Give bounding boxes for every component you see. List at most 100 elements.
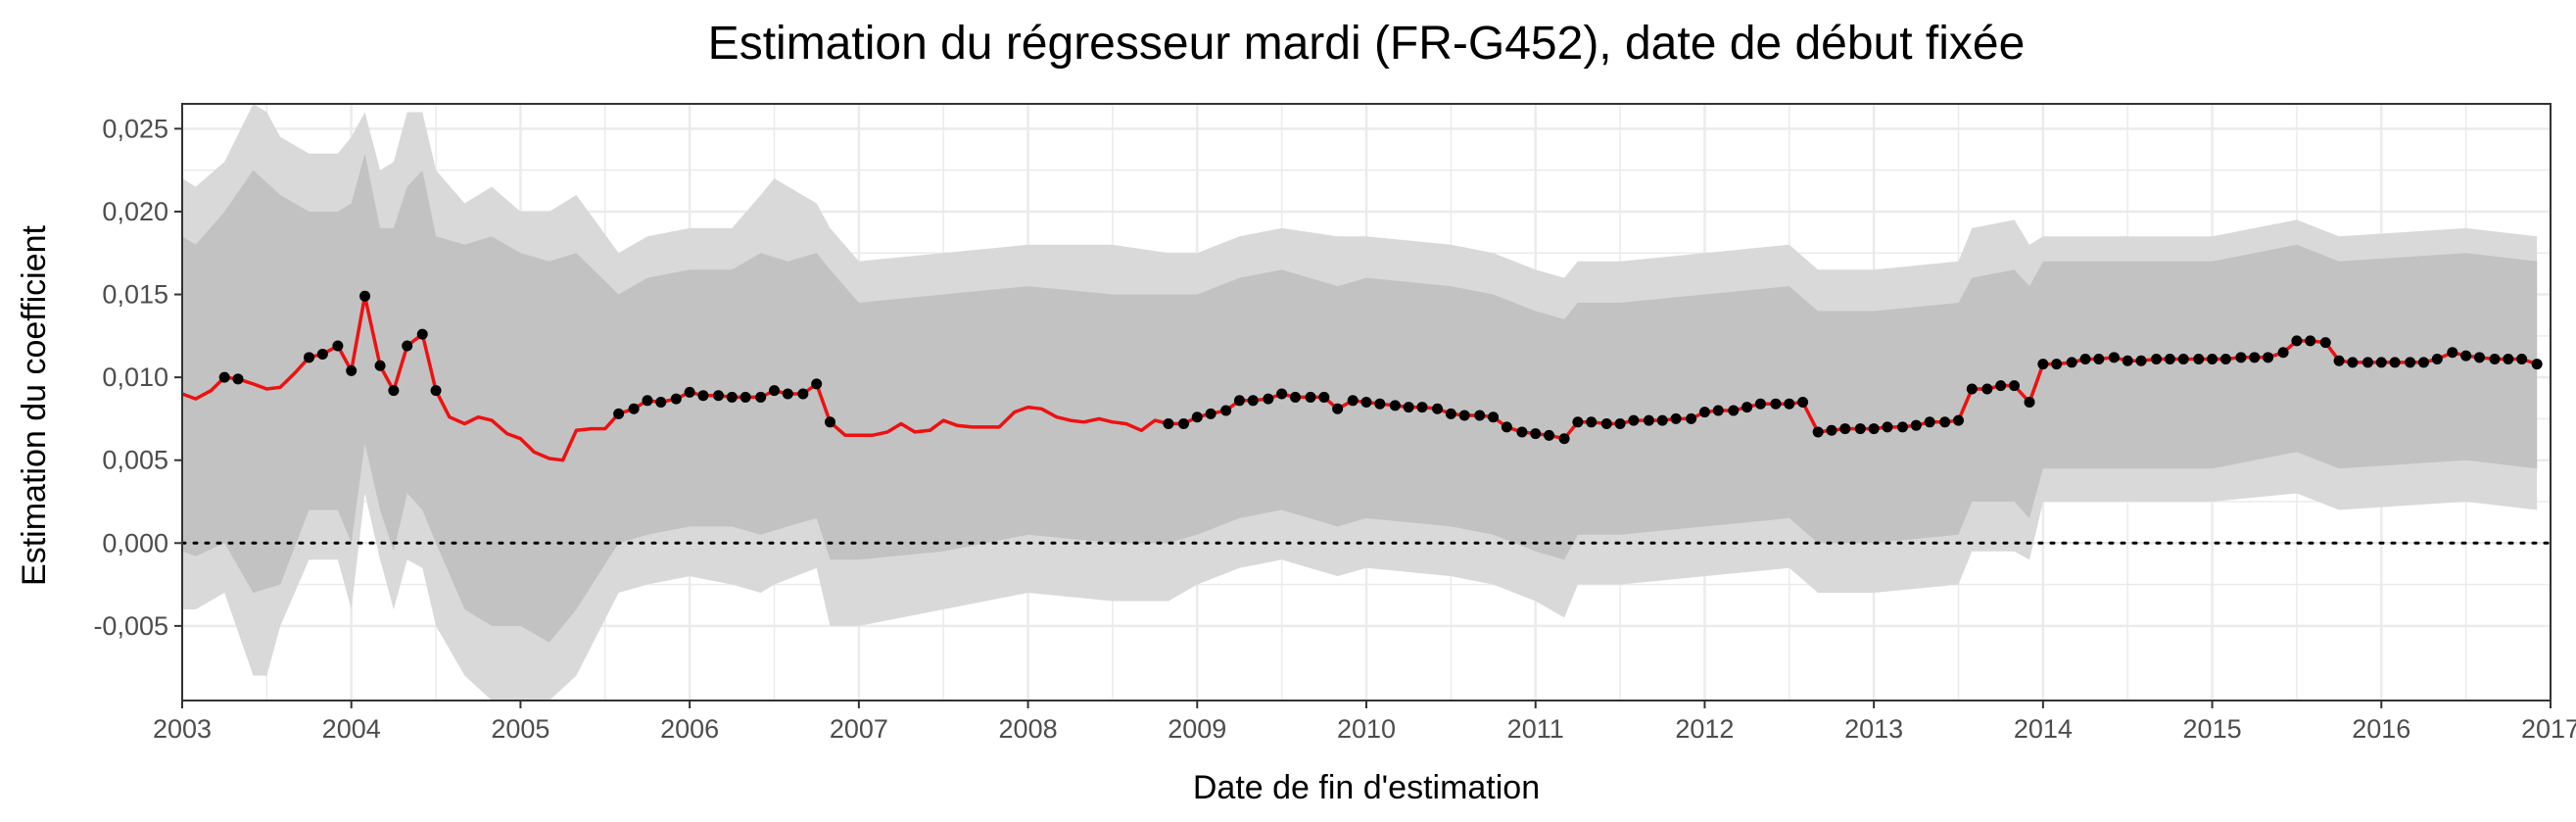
data-point: [739, 391, 751, 403]
y-axis: -0,005 0,000 0,005 0,010 0,015 0,020 0,025: [93, 114, 182, 641]
data-point: [2135, 355, 2147, 366]
data-point: [2122, 355, 2133, 366]
data-point: [2277, 347, 2289, 359]
data-point: [1868, 423, 1880, 435]
data-point: [2093, 354, 2105, 365]
data-point: [1981, 383, 1993, 395]
data-point: [1558, 433, 1570, 445]
data-point: [1220, 405, 1232, 416]
data-point: [2066, 357, 2077, 368]
data-point: [1403, 402, 1414, 413]
x-tick-label: 2005: [491, 714, 549, 744]
data-point: [1586, 416, 1598, 428]
data-point: [655, 397, 667, 408]
data-point: [2207, 354, 2218, 365]
data-point: [1458, 410, 1470, 421]
data-point: [2417, 357, 2429, 368]
data-point: [1177, 417, 1189, 429]
x-axis: 2003 2004 2005 2006 2007 2008 2009 2010 2011 2012…: [153, 701, 2576, 744]
data-point: [1488, 411, 1500, 423]
data-point: [218, 371, 230, 383]
data-point: [2008, 380, 2020, 392]
data-point: [2291, 335, 2303, 347]
data-point: [1995, 380, 2007, 392]
data-point: [359, 290, 371, 302]
data-point: [2361, 357, 2373, 368]
data-point: [1939, 416, 1951, 428]
data-point: [1163, 417, 1174, 429]
data-point: [1600, 417, 1612, 429]
data-point: [1854, 423, 1866, 435]
y-tick-label: 0,015: [102, 280, 168, 310]
data-point: [2219, 354, 2231, 365]
y-tick-label: 0,025: [102, 114, 168, 143]
data-point: [1247, 395, 1259, 407]
data-point: [1839, 423, 1851, 435]
data-point: [1656, 414, 1668, 426]
x-tick-label: 2012: [1675, 714, 1734, 744]
data-point: [1360, 397, 1372, 408]
data-point: [1432, 403, 1444, 414]
x-tick-label: 2009: [1168, 714, 1226, 744]
data-point: [1205, 408, 1216, 419]
data-point: [1332, 403, 1344, 414]
data-point: [2164, 354, 2175, 365]
x-tick-label: 2014: [2014, 714, 2073, 744]
data-point: [1770, 398, 1782, 410]
data-point: [824, 416, 835, 428]
data-point: [1305, 391, 1316, 403]
highlighted-points: [218, 290, 2543, 445]
data-point: [2473, 352, 2485, 363]
x-axis-title: Date de fin d'estimation: [1193, 769, 1540, 806]
data-point: [1712, 405, 1724, 416]
data-point: [670, 393, 682, 405]
data-point: [2333, 355, 2345, 366]
data-point: [811, 378, 823, 390]
data-point: [1643, 414, 1654, 426]
data-point: [402, 340, 413, 352]
data-point: [1784, 398, 1795, 410]
data-point: [2024, 397, 2035, 408]
x-tick-label: 2003: [153, 714, 212, 744]
data-point: [2249, 352, 2261, 363]
data-point: [2193, 354, 2205, 365]
data-point: [346, 364, 358, 376]
data-point: [769, 385, 780, 397]
data-point: [1516, 426, 1528, 438]
data-point: [232, 373, 244, 385]
data-point: [2263, 352, 2274, 363]
data-point: [684, 386, 695, 398]
data-point: [1754, 398, 1766, 410]
data-point: [1826, 424, 1837, 436]
y-tick-label: -0,005: [93, 611, 168, 641]
data-point: [1501, 421, 1512, 433]
data-point: [1953, 414, 1964, 426]
data-point: [2151, 354, 2163, 365]
data-point: [697, 390, 709, 402]
data-point: [1544, 429, 1555, 441]
data-point: [1910, 419, 1922, 431]
data-point: [1882, 421, 1893, 433]
data-point: [713, 390, 725, 402]
data-point: [430, 385, 442, 397]
y-tick-label: 0,000: [102, 528, 168, 557]
data-point: [388, 385, 400, 397]
data-point: [332, 340, 344, 352]
data-point: [2347, 357, 2359, 368]
data-point: [1263, 393, 1274, 405]
x-tick-label: 2011: [1507, 714, 1564, 744]
x-tick-label: 2010: [1337, 714, 1396, 744]
data-point: [1416, 402, 1428, 413]
data-point: [1698, 407, 1710, 418]
data-point: [2447, 347, 2458, 359]
data-point: [782, 388, 793, 400]
chart-title: Estimation du régresseur mardi (FR-G452)…: [708, 18, 2026, 70]
data-point: [2108, 352, 2120, 363]
data-point: [1318, 391, 1330, 403]
data-point: [628, 403, 640, 414]
data-point: [1897, 421, 1909, 433]
data-point: [1347, 395, 1359, 407]
data-point: [2235, 352, 2247, 363]
data-point: [1276, 388, 1288, 400]
